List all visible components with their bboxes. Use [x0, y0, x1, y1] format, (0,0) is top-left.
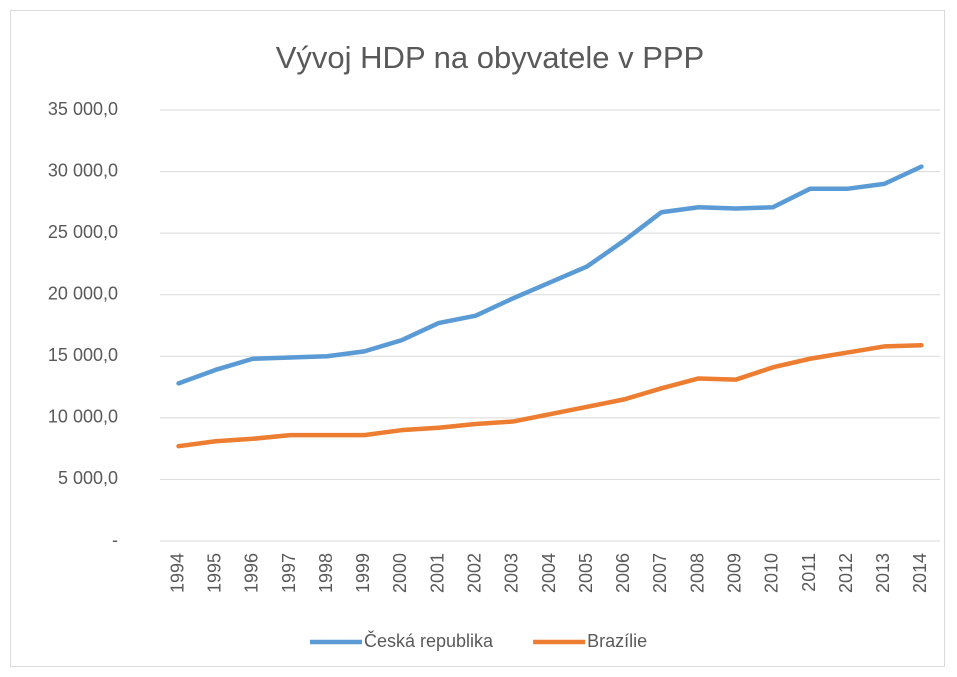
x-tick-label: 2008 — [687, 553, 707, 593]
x-tick-label: 2003 — [502, 553, 522, 593]
y-tick-label: 20 000,0 — [48, 283, 118, 303]
y-tick-label: - — [112, 530, 118, 550]
x-tick-label: 1994 — [167, 553, 187, 593]
x-tick-label: 2005 — [576, 553, 596, 593]
y-tick-label: 15 000,0 — [48, 345, 118, 365]
x-tick-label: 2013 — [873, 553, 893, 593]
x-tick-label: 1995 — [204, 553, 224, 593]
x-tick-label: 2014 — [910, 553, 930, 593]
x-tick-label: 2007 — [650, 553, 670, 593]
x-tick-label: 2012 — [836, 553, 856, 593]
y-tick-label: 25 000,0 — [48, 222, 118, 242]
chart-title: Vývoj HDP na obyvatele v PPP — [276, 40, 704, 75]
chart-border — [10, 10, 945, 667]
data-line — [176, 342, 924, 449]
x-tick-label: 2001 — [427, 553, 447, 593]
x-tick-label: 2002 — [464, 553, 484, 593]
y-tick-label: 10 000,0 — [48, 407, 118, 427]
x-tick-label: 1998 — [316, 553, 336, 593]
x-tick-label: 2011 — [799, 553, 819, 592]
x-tick-label: 1996 — [242, 553, 262, 593]
x-tick-label: 2006 — [613, 553, 633, 593]
y-tick-label: 30 000,0 — [48, 160, 118, 180]
data-line — [176, 164, 924, 386]
x-tick-label: 1997 — [279, 553, 299, 593]
x-tick-label: 2010 — [762, 553, 782, 593]
x-tick-label: 2004 — [539, 553, 559, 593]
x-tick-label: 2000 — [390, 553, 410, 593]
y-tick-label: 5 000,0 — [58, 468, 118, 488]
y-tick-label: 35 000,0 — [48, 99, 118, 119]
x-tick-label: 1999 — [353, 553, 373, 593]
legend-label: Česká republika — [364, 630, 494, 651]
x-tick-label: 2009 — [724, 553, 744, 593]
legend-label: Brazílie — [587, 631, 647, 651]
